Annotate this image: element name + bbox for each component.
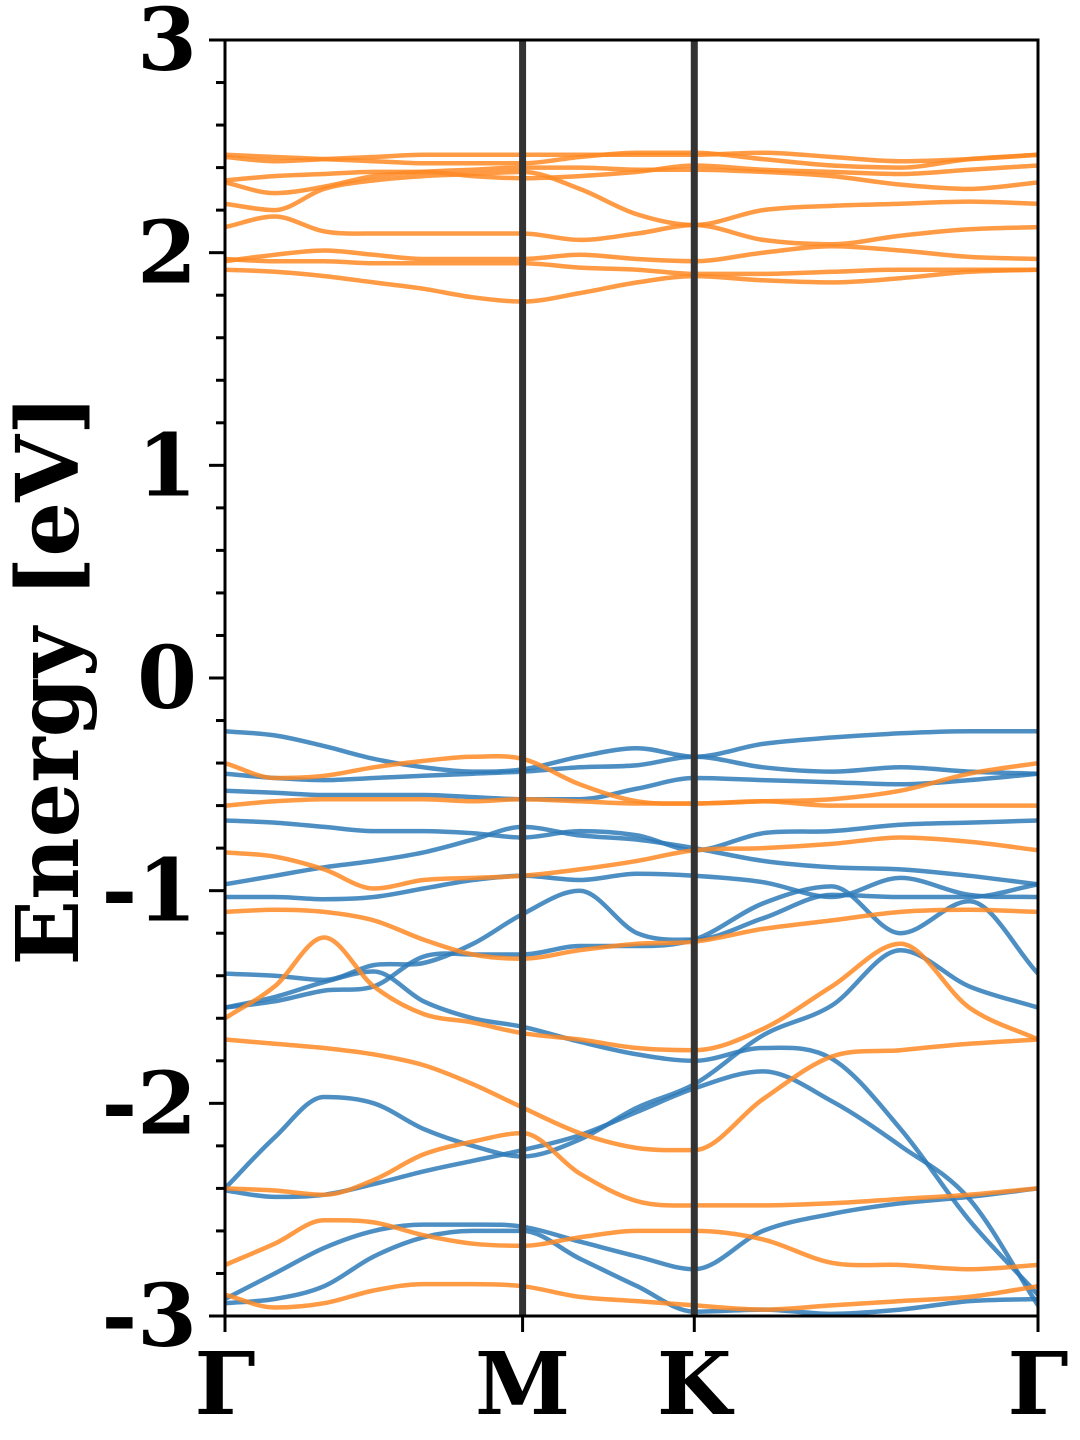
spin_down-band-19 <box>225 1037 1038 1153</box>
spin_down-band-15 <box>225 796 1038 808</box>
spin_up-band-2 <box>225 754 1038 783</box>
spin_down-band-21 <box>225 1218 1038 1272</box>
y-axis-title: Energy [eV] <box>0 395 99 966</box>
x-tick-label: K <box>657 1334 735 1435</box>
kpath-lines <box>519 40 698 1316</box>
bands-layer <box>225 150 1038 1316</box>
y-tick-label: 3 <box>137 0 197 91</box>
spin_up-band-1 <box>225 728 1038 774</box>
spin_down-band-22 <box>225 1281 1038 1312</box>
y-tick-label: 1 <box>137 415 197 516</box>
spin_down-band-26 <box>225 214 1038 247</box>
spin_up-band-5 <box>225 824 1038 887</box>
spin_down-band-31 <box>225 150 1038 164</box>
y-tick-label: -2 <box>101 1053 197 1154</box>
spin_down-band-16 <box>225 835 1038 891</box>
spin_down-band-17 <box>225 907 1038 961</box>
spin_up-band-4 <box>225 818 1038 853</box>
y-axis-ticks: -3 -2 -1 0 1 2 3 <box>101 0 225 1367</box>
spin_up-band-3 <box>225 771 1038 802</box>
spin_down-band-25 <box>225 244 1038 264</box>
spin_up-band-13 <box>225 969 1038 1297</box>
spin_up-band-6 <box>225 871 1038 902</box>
spin_down-band-20 <box>225 1130 1038 1208</box>
y-tick-label: 0 <box>137 628 197 729</box>
spin_down-band-23 <box>225 256 1038 277</box>
x-tick-label: M <box>475 1334 570 1435</box>
y-tick-label: -3 <box>101 1266 197 1367</box>
spin_down-band-14 <box>225 754 1038 806</box>
spin_down-band-24 <box>225 267 1038 304</box>
spin_down-band-18 <box>225 935 1038 1053</box>
spin_down-band-28 <box>225 165 1038 196</box>
spin_up-band-10 <box>225 1186 1038 1302</box>
x-tick-label: Γ <box>1007 1334 1068 1435</box>
spin_up-band-11 <box>225 1228 1038 1316</box>
y-tick-label: -1 <box>101 841 197 942</box>
spin_down-band-29 <box>225 163 1038 183</box>
spin_up-band-9 <box>225 947 1038 1190</box>
y-tick-label: 2 <box>137 203 197 304</box>
x-tick-label: Γ <box>194 1334 255 1435</box>
spin_up-band-8 <box>225 884 1038 1010</box>
